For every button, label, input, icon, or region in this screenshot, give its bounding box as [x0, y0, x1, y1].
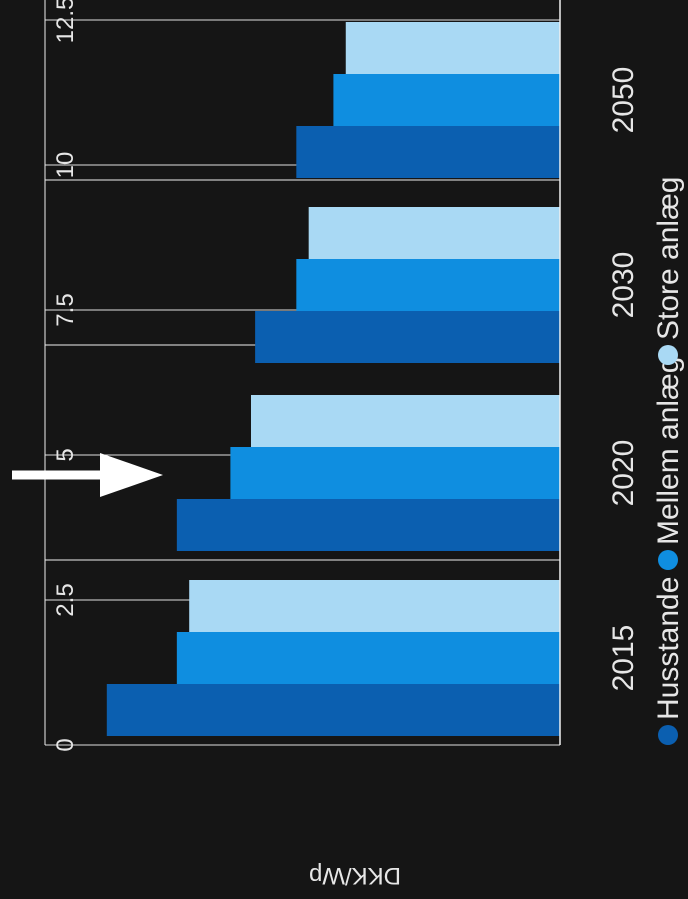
y-axis-label: DKK/Wp: [309, 862, 401, 889]
legend-label: Store anlæg: [652, 177, 685, 340]
legend-label: Husstande: [652, 577, 685, 720]
bar: [230, 447, 560, 499]
legend: Husstande Mellem anlæg Store anlæg: [652, 177, 685, 745]
bar: [106, 684, 561, 736]
bar: [251, 395, 560, 447]
y-tick-label: 5: [52, 448, 79, 461]
y-tick-label: 0: [52, 738, 79, 751]
arrow-annotation: [12, 453, 163, 497]
x-tick-label: 2050: [607, 67, 640, 134]
y-tick-label: 12.5: [52, 0, 79, 43]
x-tick-label: 2030: [607, 252, 640, 319]
bar: [176, 632, 560, 684]
bar: [296, 259, 560, 311]
y-tick-label: 10: [52, 152, 79, 179]
axes: 0 2.5 5 7.5 10 12.5 2015 2020 2030 2050: [44, 0, 640, 752]
bar: [189, 580, 560, 632]
bar: [333, 74, 560, 126]
x-tick-label: 2015: [607, 625, 640, 692]
x-tick-label: 2020: [607, 440, 640, 507]
arrow-head: [100, 453, 163, 497]
bar: [296, 126, 560, 178]
bar: [176, 499, 560, 551]
legend-swatch: [658, 725, 678, 745]
legend-swatch: [658, 345, 678, 365]
bars: [106, 22, 561, 736]
bar: [308, 207, 560, 259]
legend-label: Mellem anlæg: [652, 357, 685, 545]
bar: [345, 22, 560, 74]
y-tick-label: 7.5: [52, 293, 79, 326]
legend-swatch: [658, 550, 678, 570]
y-tick-label: 2.5: [52, 583, 79, 616]
bar: [255, 311, 560, 363]
